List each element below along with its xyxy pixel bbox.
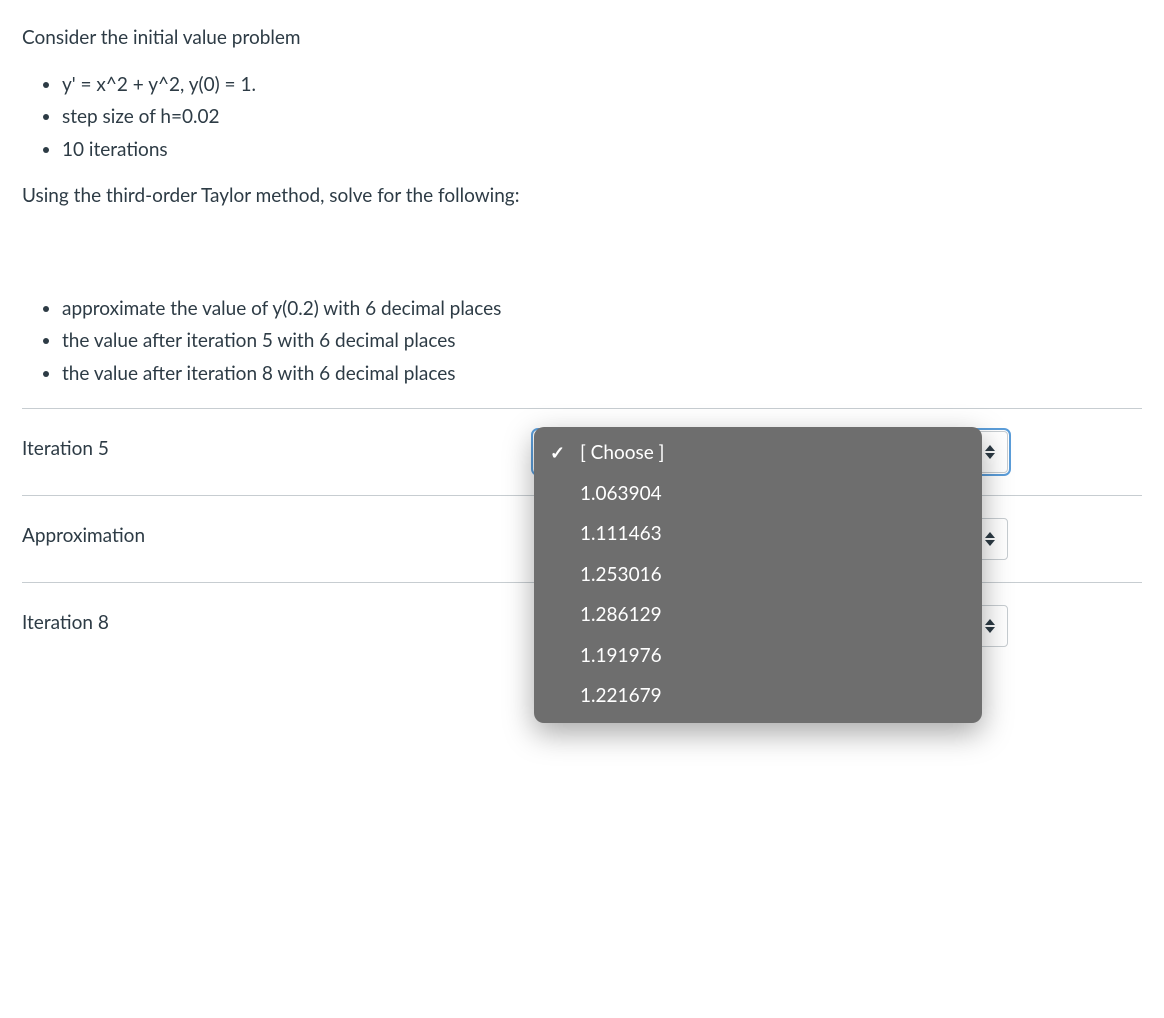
answer-label: Iteration 8 <box>22 605 534 638</box>
dropdown-option[interactable]: 1.253016 <box>534 555 982 596</box>
dropdown-popup[interactable]: [ Choose ] 1.063904 1.111463 1.253016 1.… <box>534 427 982 723</box>
task-item: approximate the value of y(0.2) with 6 d… <box>62 295 1142 324</box>
given-list: y' = x^2 + y^2, y(0) = 1. step size of h… <box>22 71 1142 165</box>
dropdown-option[interactable]: 1.063904 <box>534 474 982 515</box>
dropdown-option[interactable]: 1.111463 <box>534 514 982 555</box>
dropdown-option[interactable]: 1.191976 <box>534 636 982 677</box>
updown-icon <box>985 530 997 548</box>
dropdown-option-placeholder[interactable]: [ Choose ] <box>534 433 982 474</box>
updown-icon <box>985 617 997 635</box>
given-item: 10 iterations <box>62 136 1142 165</box>
question-intro: Consider the initial value problem <box>22 24 1142 53</box>
answer-label: Approximation <box>22 518 534 551</box>
given-item: y' = x^2 + y^2, y(0) = 1. <box>62 71 1142 100</box>
task-list: approximate the value of y(0.2) with 6 d… <box>22 295 1142 389</box>
updown-icon <box>985 443 997 461</box>
dropdown-option[interactable]: 1.221679 <box>534 676 982 717</box>
dropdown-option[interactable]: 1.286129 <box>534 595 982 636</box>
answer-row-iteration-5: Iteration 5 [ Choose ] 1.063904 1.111463… <box>22 408 1142 495</box>
instruction-text: Using the third-order Taylor method, sol… <box>22 182 1142 211</box>
task-item: the value after iteration 8 with 6 decim… <box>62 360 1142 389</box>
given-item: step size of h=0.02 <box>62 103 1142 132</box>
task-item: the value after iteration 5 with 6 decim… <box>62 327 1142 356</box>
answer-section: Iteration 5 [ Choose ] 1.063904 1.111463… <box>22 408 1142 669</box>
answer-label: Iteration 5 <box>22 431 534 464</box>
